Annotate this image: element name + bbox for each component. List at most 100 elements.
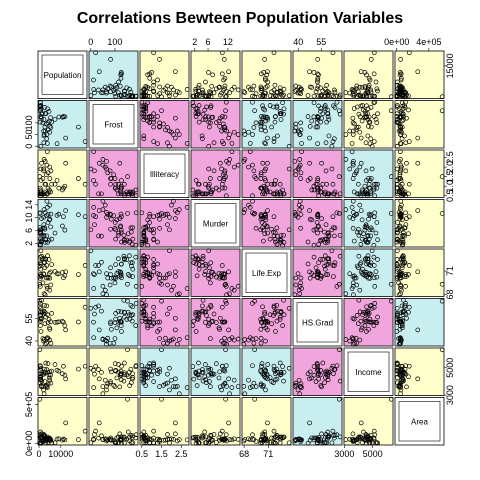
tick-label: 5000 [445,358,455,378]
data-point [399,303,405,309]
data-point [104,387,109,393]
data-point [297,132,303,137]
data-point [318,257,323,262]
data-point [251,211,257,217]
data-point [320,257,326,262]
data-point [223,298,228,304]
data-point [397,205,403,210]
data-point [41,308,47,314]
data-point [191,435,197,440]
data-point [372,301,378,306]
data-point [258,86,264,92]
data-point [286,365,292,371]
data-point [398,189,404,195]
data-point [45,361,51,366]
data-point [124,257,130,262]
data-point [167,93,172,99]
data-point [307,176,313,181]
data-point [196,119,202,125]
data-point [315,362,320,367]
data-point [260,315,266,321]
data-point [286,166,292,172]
data-point [174,89,180,94]
data-point [145,364,151,369]
data-point [368,87,374,93]
data-point [271,380,276,386]
data-point [44,303,50,309]
data-point [118,72,124,78]
data-point [315,176,321,181]
data-point [96,420,102,426]
data-point [252,211,258,216]
data-point [371,93,377,99]
data-point [184,141,190,146]
data-point [358,241,364,247]
data-point [398,57,403,62]
data-point [371,435,377,441]
data-point [130,94,135,100]
data-point [242,391,248,397]
data-point [112,384,118,389]
data-point [159,298,164,304]
data-point [125,281,130,287]
data-point [315,440,320,446]
data-point [169,129,174,135]
data-point [324,181,330,187]
tick-label: 100 [107,37,122,47]
data-point [229,149,235,155]
data-point [296,377,302,383]
data-point [145,85,151,90]
data-point [318,227,324,233]
data-point [117,315,123,321]
data-point [326,259,332,265]
data-point [322,236,328,242]
data-point [62,183,68,189]
data-point [415,376,421,382]
data-point [219,319,225,325]
data-point [93,428,98,434]
data-point [191,103,197,109]
data-point [195,85,201,91]
data-point [119,178,124,183]
data-point [397,84,403,90]
data-point [108,57,113,62]
data-point [330,139,336,144]
tick-label: 2.5 [175,449,188,459]
data-point [91,437,97,443]
data-point [247,385,253,390]
data-point [439,211,445,216]
data-point [314,86,320,92]
data-point [47,377,53,383]
data-point [271,214,277,220]
data-point [316,223,321,229]
data-point [76,437,81,442]
data-point [307,437,313,443]
panel-frost-vs-population [37,99,88,149]
data-point [208,433,214,439]
data-point [355,124,361,130]
tick-label: 10000 [48,449,73,459]
data-point [176,132,182,137]
data-point [241,210,247,215]
data-point [56,211,62,217]
data-point [210,114,216,120]
data-point [360,189,365,195]
data-point [76,124,81,130]
data-point [260,160,266,166]
data-point [122,256,127,261]
data-point [222,170,227,176]
data-point [155,213,160,218]
data-point [52,181,58,187]
data-point [298,127,304,133]
data-point [293,275,299,281]
data-point [47,216,53,222]
data-point [369,305,375,311]
data-point [403,168,409,174]
data-point [196,360,201,366]
data-point [157,275,162,281]
data-point [157,280,162,286]
data-point [307,208,312,213]
data-point [157,120,162,126]
data-point [277,85,283,91]
data-point [141,103,147,109]
